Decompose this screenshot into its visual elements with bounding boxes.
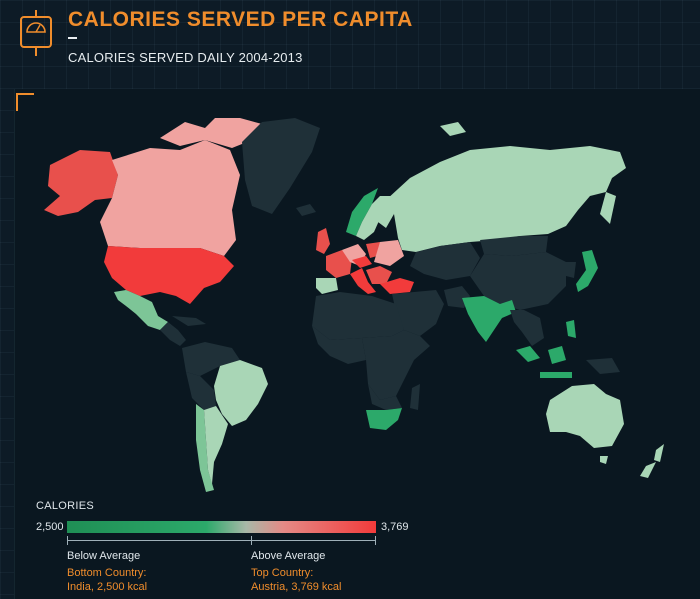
country-belarus-ukraine[interactable]: [374, 240, 404, 266]
region-southern-africa[interactable]: [368, 384, 402, 410]
region-central-east-africa[interactable]: [362, 330, 430, 400]
legend-title: CALORIES: [36, 500, 95, 512]
region-indonesia-java[interactable]: [540, 372, 572, 378]
region-new-guinea[interactable]: [586, 358, 620, 374]
bottom-country-info: Bottom Country: India, 2,500 kcal: [67, 566, 147, 594]
country-alaska[interactable]: [44, 150, 118, 216]
country-new-zealand[interactable]: [640, 444, 664, 478]
country-russia-arctic[interactable]: [440, 122, 466, 136]
region-south-asia-west[interactable]: [444, 286, 470, 308]
country-russia-kamchatka[interactable]: [600, 192, 616, 224]
region-west-africa[interactable]: [312, 326, 366, 364]
country-turkey[interactable]: [380, 278, 414, 294]
legend-axis-line: [67, 540, 376, 541]
region-philippines[interactable]: [566, 320, 576, 338]
region-middle-east[interactable]: [392, 290, 444, 336]
country-south-africa[interactable]: [366, 408, 402, 430]
country-canada[interactable]: [100, 140, 240, 256]
country-sweden[interactable]: [356, 196, 382, 240]
country-russia[interactable]: [386, 146, 626, 252]
region-indonesia[interactable]: [516, 346, 540, 362]
region-central-asia[interactable]: [410, 242, 480, 280]
frame-corner: [16, 93, 34, 111]
country-argentina[interactable]: [204, 406, 228, 484]
region-south-america-west[interactable]: [186, 372, 216, 410]
bottom-country-label: Bottom Country:: [67, 567, 147, 579]
country-canada-arctic[interactable]: [160, 118, 262, 148]
country-china[interactable]: [470, 252, 566, 310]
country-japan[interactable]: [576, 250, 598, 292]
top-country-info: Top Country: Austria, 3,769 kcal: [251, 566, 342, 594]
country-norway[interactable]: [346, 188, 378, 236]
country-mexico[interactable]: [114, 290, 168, 330]
country-india[interactable]: [462, 296, 516, 342]
legend-tick: [375, 536, 376, 545]
top-country-value: Austria, 3,769 kcal: [251, 581, 342, 593]
legend-below-average-label: Below Average: [67, 550, 141, 562]
region-south-america-north[interactable]: [182, 342, 240, 376]
country-brazil[interactable]: [214, 360, 268, 426]
legend-min-value: 2,500: [36, 521, 64, 533]
country-usa[interactable]: [104, 246, 234, 304]
region-central-america[interactable]: [160, 322, 186, 346]
country-tasmania[interactable]: [600, 456, 608, 464]
country-chile[interactable]: [196, 404, 214, 492]
country-mongolia[interactable]: [480, 236, 548, 256]
region-southeast-asia[interactable]: [510, 310, 544, 346]
country-australia[interactable]: [546, 384, 624, 448]
legend-above-average-label: Above Average: [251, 550, 326, 562]
title-divider: [68, 37, 77, 39]
country-france[interactable]: [326, 250, 352, 278]
region-caribbean[interactable]: [172, 316, 206, 326]
page-subtitle: CALORIES SERVED DAILY 2004-2013: [68, 50, 303, 65]
bottom-country-value: India, 2,500 kcal: [67, 581, 148, 593]
country-italy[interactable]: [350, 268, 376, 294]
country-uk[interactable]: [316, 228, 330, 254]
country-iceland[interactable]: [296, 204, 316, 216]
page-title: CALORIES SERVED PER CAPITA: [68, 8, 413, 31]
region-balkans[interactable]: [366, 266, 392, 284]
legend-color-scale: [67, 521, 376, 533]
country-madagascar[interactable]: [410, 384, 420, 410]
scale-icon: [16, 10, 56, 56]
region-north-africa[interactable]: [312, 292, 404, 340]
country-austria[interactable]: [352, 256, 372, 268]
country-greenland[interactable]: [242, 118, 320, 214]
country-korea[interactable]: [566, 262, 576, 278]
legend-tick: [251, 536, 252, 545]
legend-max-value: 3,769: [381, 521, 409, 533]
country-spain[interactable]: [316, 278, 338, 294]
legend-tick: [67, 536, 68, 545]
region-indonesia-borneo[interactable]: [548, 346, 566, 364]
top-country-label: Top Country:: [251, 567, 314, 579]
